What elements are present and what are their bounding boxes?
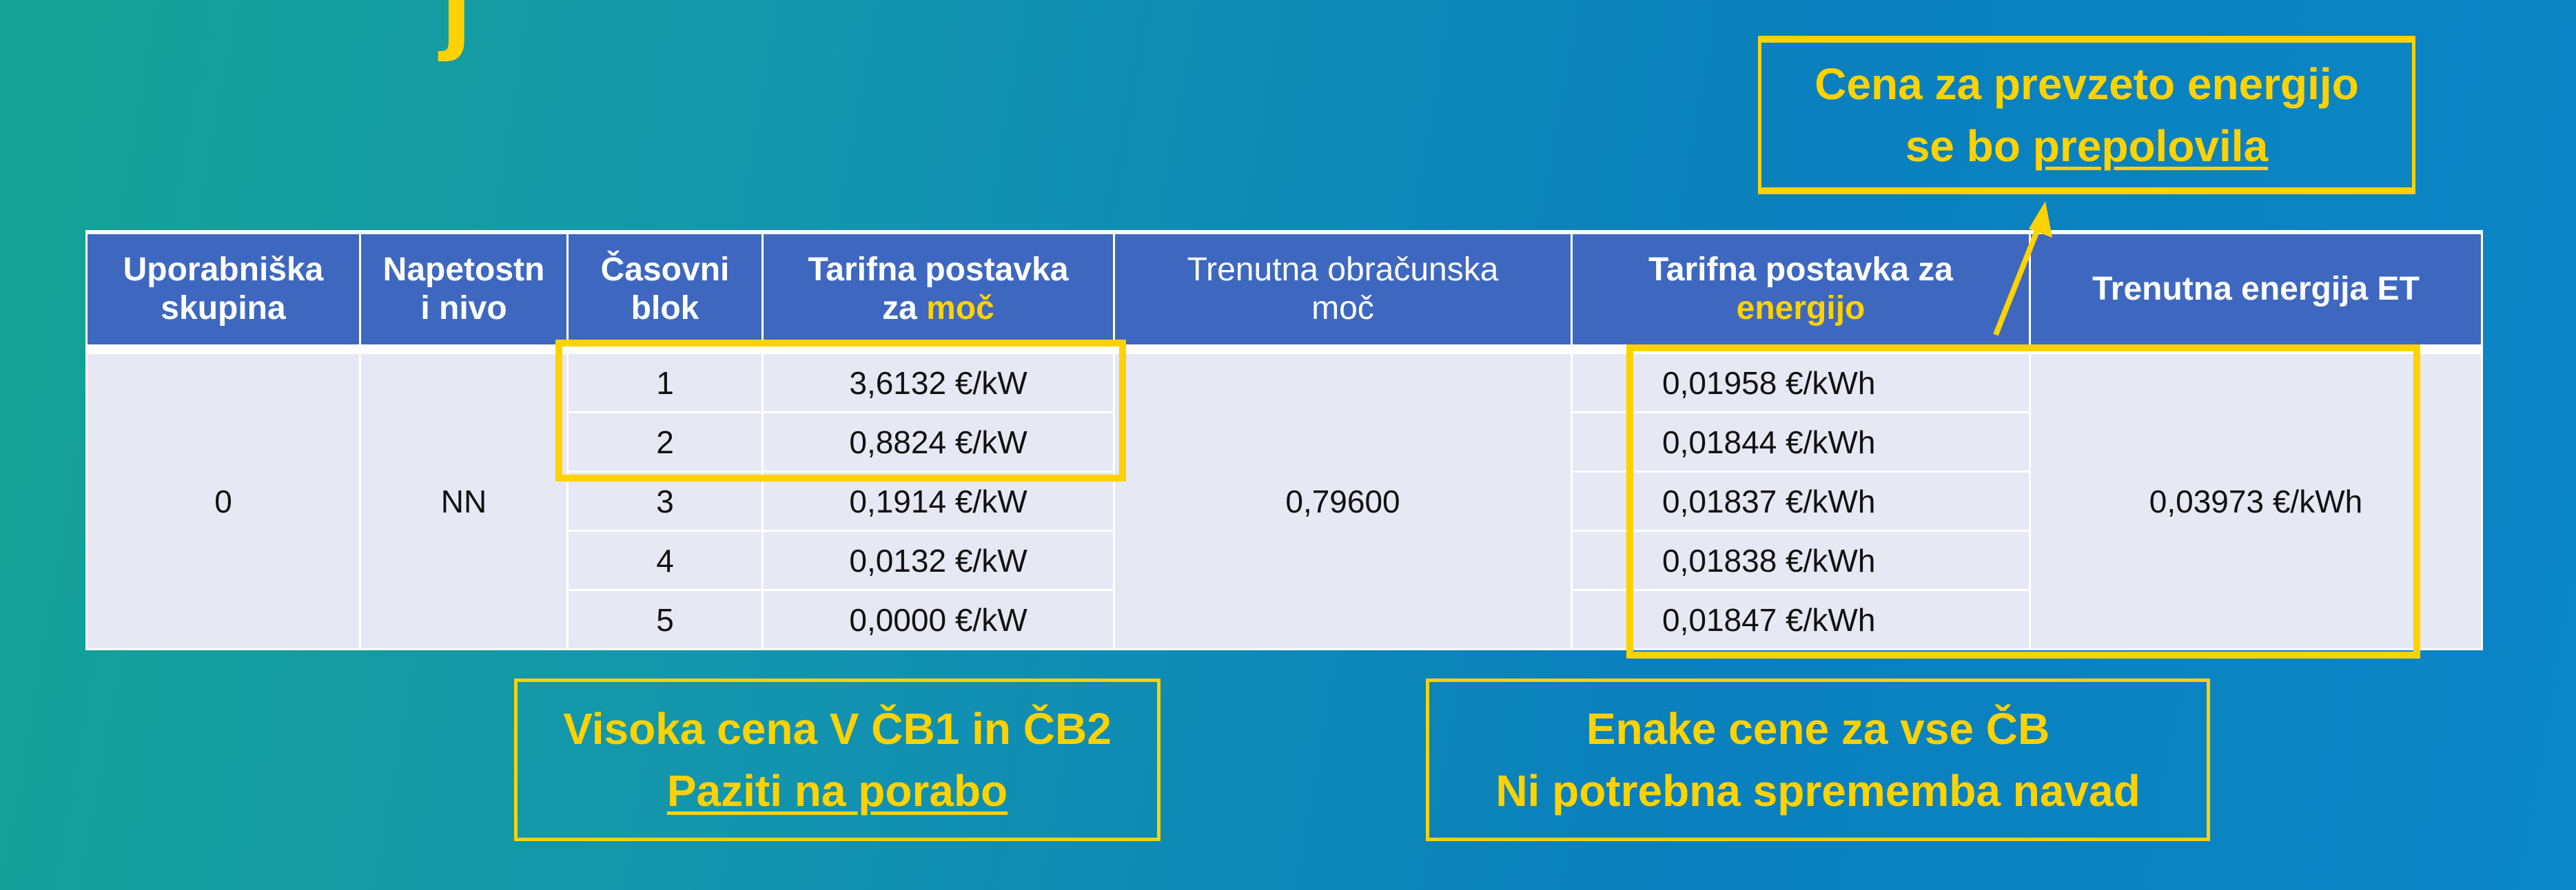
header-energy-tariff: Tarifna postavka za energijo — [1571, 231, 2031, 346]
cell-energy-tariff: 0,01837 €/kWh — [1571, 470, 2031, 532]
callout-top-line2: se bo prepolovila — [1905, 121, 2269, 171]
cell-energy-tariff: 0,01838 €/kWh — [1571, 530, 2031, 591]
table-row: 5 0,0000 €/kW 0,01847 €/kWh — [87, 589, 2482, 650]
callout-bottom-right-line2: Ni potrebna sprememba navad — [1495, 766, 2140, 816]
cell-energy-tariff: 0,01847 €/kWh — [1571, 589, 2031, 650]
callout-bottom-left-line1: Visoka cena V ČB1 in ČB2 — [563, 704, 1112, 754]
cell-block: 1 — [566, 352, 764, 413]
cell-current-energy: 0,03973 €/kWh — [2029, 352, 2483, 650]
cell-power-tariff: 0,0000 €/kW — [761, 589, 1115, 650]
cell-block: 5 — [566, 589, 764, 650]
table-row: 2 0,8824 €/kW 0,01844 €/kWh — [87, 411, 2482, 473]
cell-power-tariff: 0,8824 €/kW — [761, 411, 1115, 473]
header-voltage: Napetostn i nivo — [359, 231, 569, 346]
header-current-energy: Trenutna energija ET — [2029, 231, 2483, 346]
header-billing-power: Trenutna obračunska moč — [1113, 231, 1573, 346]
cell-energy-tariff: 0,01844 €/kWh — [1571, 411, 2031, 473]
header-power-tariff: Tarifna postavka za moč — [761, 231, 1115, 346]
callout-top-line1: Cena za prevzeto energijo — [1815, 59, 2359, 109]
header-group: Uporabniška skupina — [85, 231, 361, 346]
cell-power-tariff: 0,0132 €/kW — [761, 530, 1115, 591]
tariff-table: Uporabniška skupina Napetostn i nivo Časo… — [85, 230, 2483, 650]
table-row: 4 0,0132 €/kW 0,01838 €/kWh — [87, 530, 2482, 591]
cell-block: 4 — [566, 530, 764, 591]
callout-bottom-right: Enake cene za vse ČB Ni potrebna spremem… — [1426, 679, 2210, 841]
cell-voltage: NN — [359, 352, 569, 650]
header-block: Časovni blok — [566, 231, 764, 346]
highlight-box-energy — [1626, 344, 2420, 659]
callout-bottom-right-line1: Enake cene za vse ČB — [1586, 704, 2050, 754]
callout-bottom-left: Visoka cena V ČB1 in ČB2 Paziti na porab… — [514, 679, 1161, 841]
cell-billing-power: 0,79600 — [1113, 352, 1573, 650]
cell-energy-tariff: 0,01958 €/kWh — [1571, 352, 2031, 413]
title-fragment: j — [441, 0, 472, 63]
cell-power-tariff: 3,6132 €/kW — [761, 352, 1115, 413]
table-row: 0 NN 1 3,6132 €/kW 0,79600 0,01958 €/kWh… — [85, 352, 2483, 650]
callout-top: Cena za prevzeto energijo se bo prepolov… — [1758, 36, 2415, 194]
highlight-box-power-blocks — [555, 340, 1126, 482]
header-row: Uporabniška skupina Napetostn i nivo Časo… — [85, 231, 2483, 346]
cell-group: 0 — [85, 352, 361, 650]
callout-bottom-left-line2: Paziti na porabo — [666, 766, 1008, 816]
cell-block: 2 — [566, 411, 764, 473]
